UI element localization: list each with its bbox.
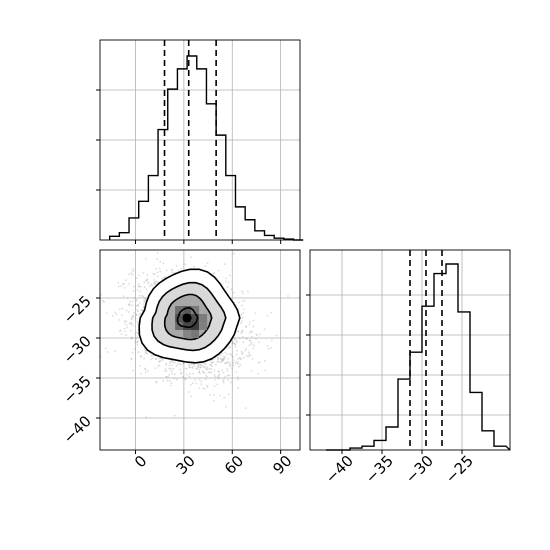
contour-level-4 [176,307,199,329]
x-tick-label: 90 [269,452,295,478]
x-tick-label: −25 [442,452,477,487]
x-tick-label: −35 [362,452,397,487]
density-cell [183,306,192,314]
y-tick-label: −25 [60,292,95,327]
x-tick-label: 30 [173,452,199,478]
axes-frame [309,249,511,451]
histogram-step [326,263,511,451]
y-tick-label: −40 [60,412,95,447]
density-cell [191,330,200,338]
density-cell [199,314,208,322]
marginal-histogram-y: −40 −35 −30 −25 [306,249,511,487]
y-tick-label: −30 [60,332,95,367]
x-tick-label: −30 [402,452,437,487]
density-cell [183,322,192,330]
density-cell [175,314,184,322]
density-cell [175,306,184,314]
peak-marker [182,313,192,323]
x-tick-label: 0 [131,452,150,471]
density-cell [199,322,208,330]
density-cell [183,330,192,338]
x-tick-label: −40 [322,452,357,487]
density-cell [191,322,200,330]
axes-frame [99,39,301,241]
joint-2d-histogram: 0 30 60 90 −25 −30 −35 −40 [60,249,301,478]
axes-frame [99,249,301,451]
histogram-step [108,55,304,241]
density-cell [191,306,200,314]
marginal-histogram-x [96,39,304,244]
density-cell [175,322,184,330]
y-tick-label: −35 [60,372,95,407]
x-tick-label: 60 [221,452,247,478]
density-cell [191,314,200,322]
